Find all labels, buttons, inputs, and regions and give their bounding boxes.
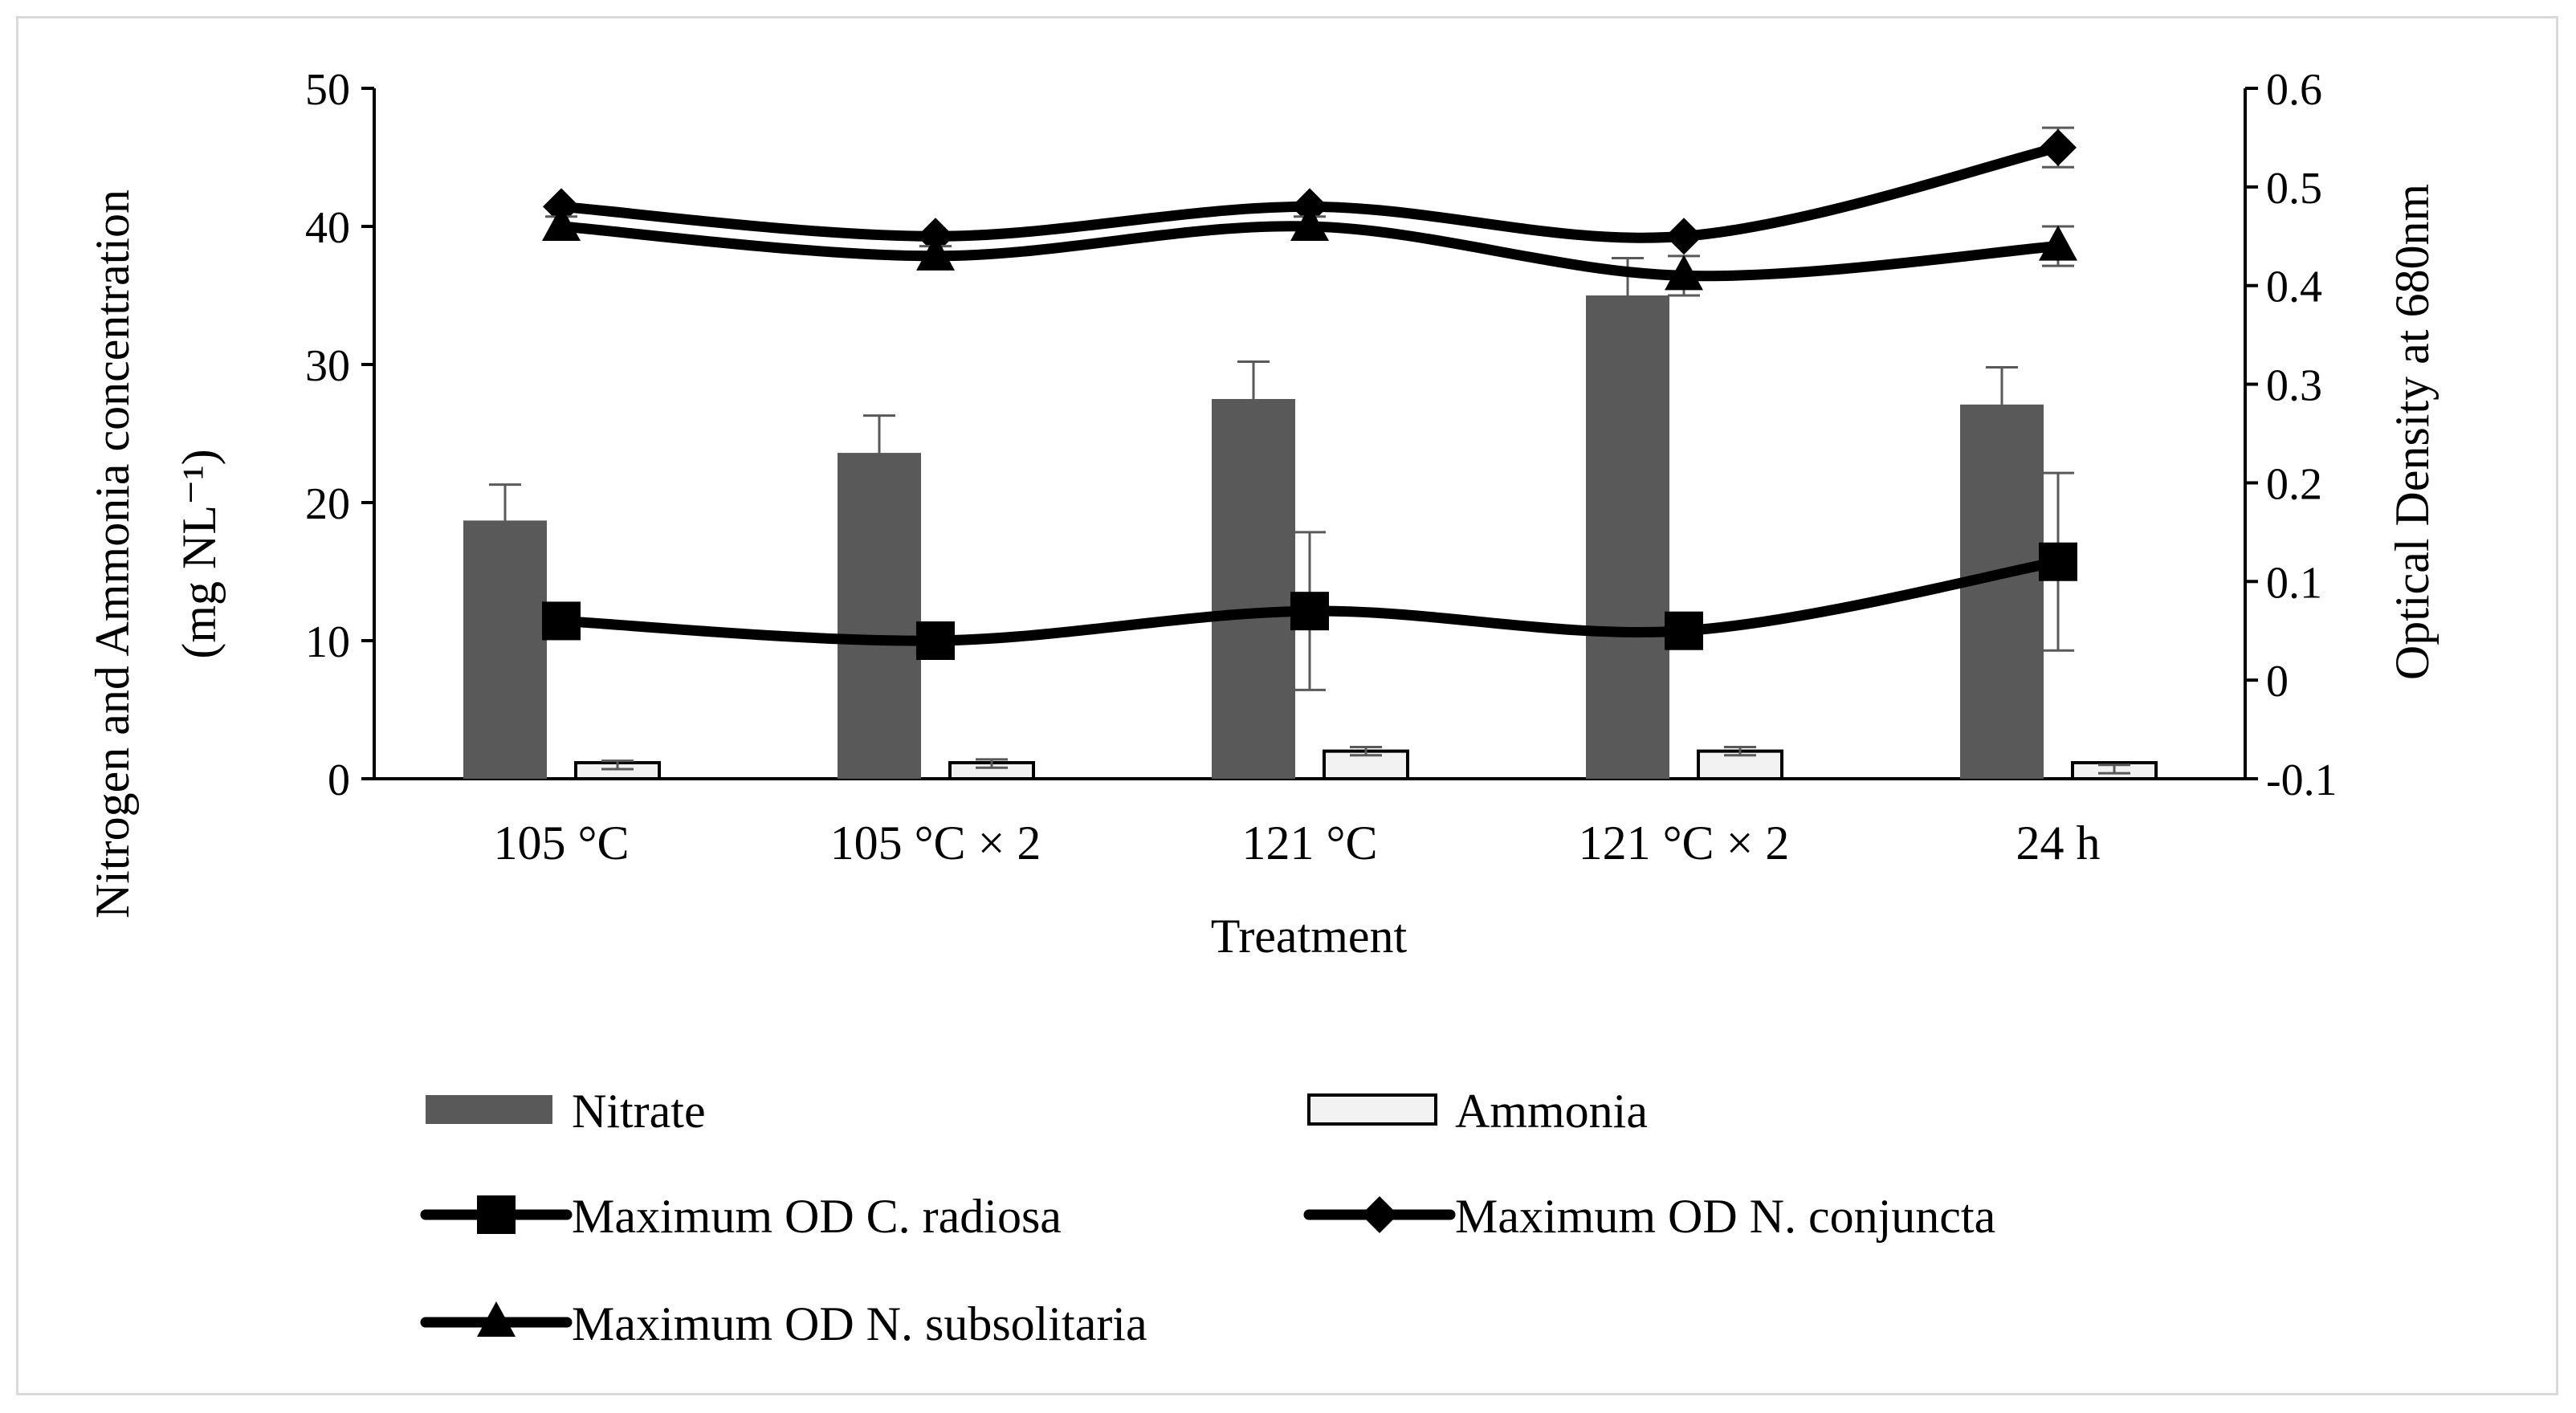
x-tick-label: 105 °C [493, 816, 629, 869]
right-tick-label: 0.3 [2266, 361, 2322, 411]
triangle-marker [542, 206, 581, 241]
ammonia-error-bar [976, 758, 1008, 769]
diamond-marker [2040, 128, 2077, 166]
triangle-marker [2039, 225, 2077, 261]
triangle-marker [916, 234, 955, 271]
right-tick-label: -0.1 [2266, 755, 2338, 805]
legend-item: Maximum OD N. conjuncta [1303, 1190, 1995, 1243]
y-axis-unit: (mg NL⁻¹) [173, 449, 226, 658]
bars [463, 257, 2158, 780]
square-marker [1290, 592, 1329, 631]
left-tick-label: 20 [305, 479, 350, 529]
nitrate-bar [463, 520, 547, 779]
legend-label: Maximum OD C. radiosa [572, 1190, 1062, 1243]
legend-swatch [1307, 1093, 1437, 1126]
ammonia-error-bar [2098, 764, 2130, 775]
x-axis: 105 °C 105 °C × 2 121 °C 121 °C × 2 24 h [374, 777, 2245, 869]
x-tick-label: 24 h [2016, 816, 2101, 869]
ammonia-error-bar [601, 759, 634, 771]
right-tick-label: 0.6 [2266, 65, 2322, 115]
nitrate-bar [1586, 295, 1669, 779]
lines [542, 126, 2077, 691]
legend-item: Maximum OD N. subsolitaria [420, 1297, 1147, 1350]
x-tick-label: 105 °C × 2 [830, 816, 1041, 869]
square-marker [1665, 611, 1703, 650]
left-tick-label: 40 [305, 203, 350, 253]
x-tick-label: 121 °C × 2 [1579, 816, 1790, 869]
triangle-marker [1290, 206, 1329, 241]
legend-label: Maximum OD N. conjuncta [1455, 1190, 1995, 1243]
legend-marker [1361, 1196, 1398, 1233]
legend-marker [477, 1301, 516, 1337]
nitrate-bar [1960, 404, 2044, 779]
y2-axis-title: Optical Density at 680nm [2386, 184, 2439, 680]
x-tick-label: 121 °C [1241, 816, 1377, 869]
nitrate-error-bar [1986, 365, 2018, 443]
legend-item: Nitrate [426, 1085, 706, 1138]
left-tick-label: 10 [305, 617, 350, 667]
diamond-marker [1665, 218, 1702, 255]
square-marker [2039, 542, 2077, 581]
legend-item: Ammonia [1307, 1085, 1648, 1138]
y-axis-title: Nitrogen and Ammonia concentration [86, 189, 139, 918]
legend-marker [477, 1195, 516, 1234]
series-square [542, 471, 2077, 691]
legend-label: Nitrate [572, 1085, 706, 1138]
triangle-marker [1665, 255, 1703, 291]
ammonia-error-bar [1724, 745, 1756, 757]
left-axis: 0 10 20 30 40 50 [305, 65, 376, 805]
legend-label: Ammonia [1455, 1085, 1648, 1138]
right-tick-label: 0.4 [2266, 263, 2322, 312]
nitrate-bar [1212, 399, 1295, 779]
left-tick-label: 50 [305, 65, 350, 115]
nitrate-error-bar [863, 414, 895, 492]
left-tick-label: 0 [328, 755, 350, 805]
nitrate-error-bar [489, 483, 521, 558]
right-tick-label: 0 [2266, 657, 2289, 706]
nitrate-bar [838, 453, 921, 779]
x-axis-title: Treatment [1211, 910, 1408, 963]
square-marker [542, 601, 581, 641]
right-tick-label: 0.5 [2266, 164, 2322, 214]
ammonia-error-bar [1350, 745, 1382, 757]
series-triangle [542, 206, 2077, 297]
legend-swatch [426, 1095, 552, 1124]
legend: Nitrate Ammonia Maximum OD C. radiosa Maxim… [420, 1085, 1995, 1350]
right-tick-label: 0.1 [2266, 558, 2322, 608]
legend-item: Maximum OD C. radiosa [420, 1190, 1062, 1243]
legend-label: Maximum OD N. subsolitaria [572, 1297, 1147, 1350]
right-tick-label: 0.2 [2266, 459, 2322, 509]
nitrate-error-bar [1237, 360, 1270, 438]
left-tick-label: 30 [305, 341, 350, 391]
square-marker [916, 621, 955, 660]
right-axis: -0.1 0 0.1 0.2 0.3 0.4 0.5 0.6 [2244, 65, 2338, 805]
